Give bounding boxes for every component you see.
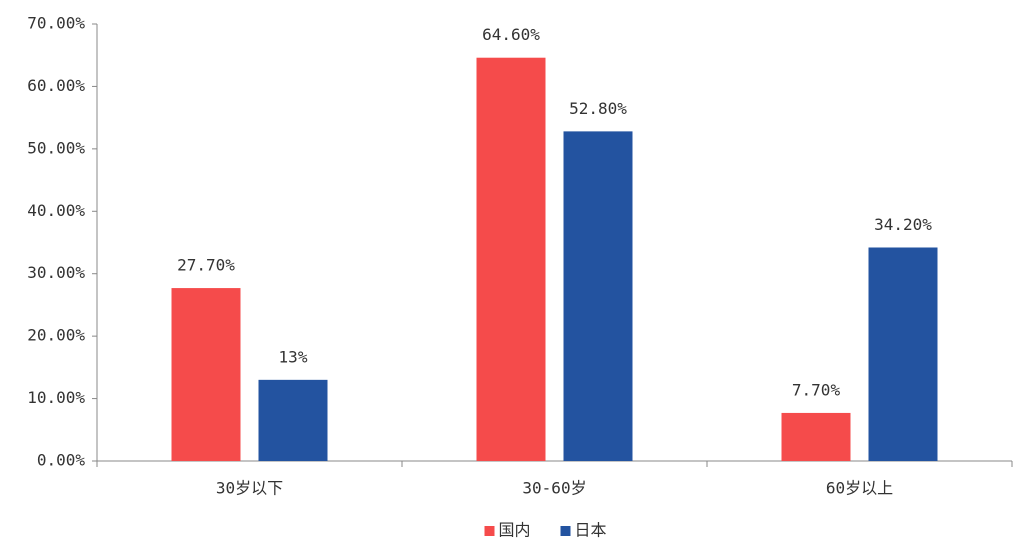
bar xyxy=(868,247,938,461)
bar xyxy=(171,288,241,461)
y-tick-label: 20.00% xyxy=(27,326,85,345)
y-tick-label: 40.00% xyxy=(27,201,85,220)
value-label: 34.20% xyxy=(874,215,932,234)
y-tick-label: 0.00% xyxy=(37,451,86,470)
legend-label: 国内 xyxy=(499,521,531,540)
bar xyxy=(781,412,851,461)
bar xyxy=(476,57,546,462)
legend-swatch xyxy=(484,526,495,536)
bar xyxy=(563,131,633,461)
value-label: 27.70% xyxy=(177,256,235,275)
x-tick-label: 30岁以下 xyxy=(216,479,283,498)
y-tick-label: 60.00% xyxy=(27,76,85,95)
legend-swatch xyxy=(560,526,571,536)
x-tick-label: 60岁以上 xyxy=(826,479,893,498)
value-label: 52.80% xyxy=(569,99,627,118)
value-label: 64.60% xyxy=(482,25,540,44)
y-tick-label: 30.00% xyxy=(27,263,85,282)
bar xyxy=(258,379,328,461)
value-label: 13% xyxy=(279,347,308,366)
y-tick-label: 70.00% xyxy=(27,14,85,33)
y-tick-label: 10.00% xyxy=(27,388,85,407)
y-tick-label: 50.00% xyxy=(27,138,85,157)
value-label: 7.70% xyxy=(792,380,841,399)
legend-label: 日本 xyxy=(575,521,607,540)
x-tick-label: 30-60岁 xyxy=(522,479,586,498)
